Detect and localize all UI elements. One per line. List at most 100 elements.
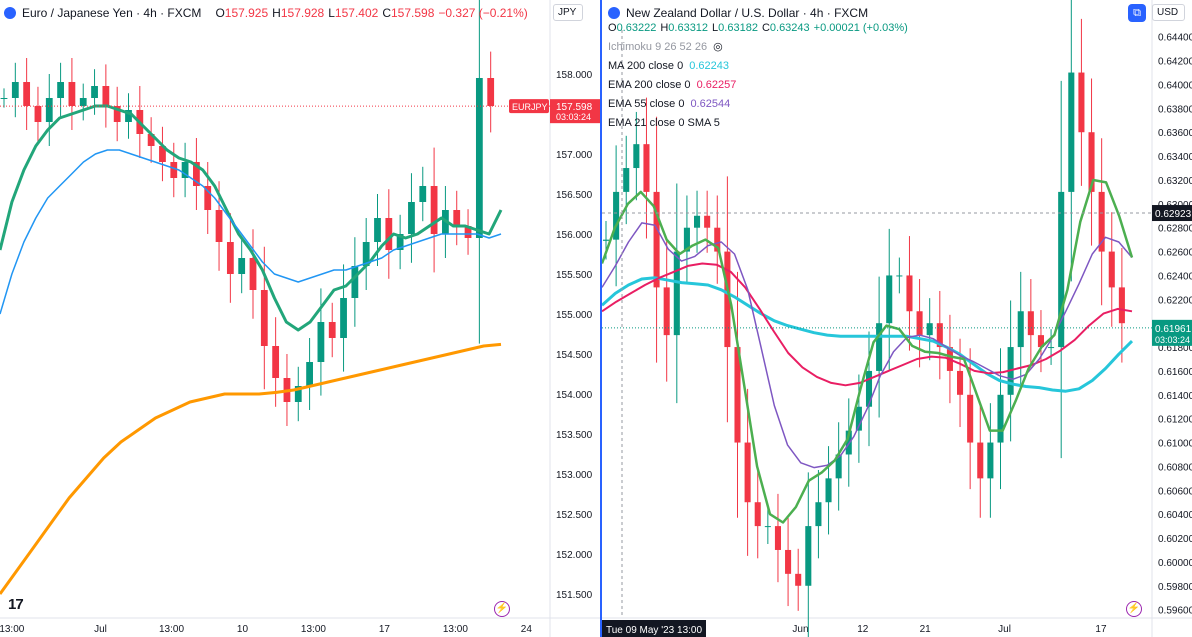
- candle-body: [967, 394, 974, 443]
- ohlc-label-l: L: [712, 22, 719, 34]
- candle-body: [1068, 72, 1075, 192]
- ohlc-label-o: O: [215, 6, 225, 20]
- eurjpy-title[interactable]: Euro / Japanese Yen · 4h · FXCM: [22, 6, 202, 20]
- nzdusd-currency-select[interactable]: USD: [1152, 4, 1186, 21]
- candle-body: [159, 146, 166, 162]
- candle-body: [396, 234, 404, 250]
- candle-body: [374, 218, 381, 242]
- indicator-ema21[interactable]: EMA 21 close 0 SMA 5: [608, 114, 736, 133]
- lightning-icon[interactable]: ⚡: [494, 601, 510, 617]
- nzdusd-currency-label: USD: [1157, 7, 1179, 18]
- x-tick-label: 10: [237, 624, 249, 635]
- indicator-ichimoku[interactable]: Ichimoku 9 26 52 26 ◎: [608, 38, 736, 57]
- ohlc-change: +0.00021 (+0.03%): [813, 22, 908, 34]
- price-tag: [1152, 319, 1192, 346]
- candle-body: [683, 227, 690, 252]
- candle-body: [663, 287, 670, 336]
- candle-body: [453, 210, 461, 226]
- candle-body: [754, 502, 761, 527]
- x-tick-label: 17: [1095, 624, 1107, 635]
- candle-body: [0, 98, 8, 99]
- candle-body: [977, 442, 984, 479]
- ohlc-high: 157.928: [280, 6, 325, 20]
- candle-body: [487, 78, 495, 106]
- series-line-1: [602, 262, 1133, 387]
- candle-body: [764, 526, 771, 528]
- candle-body: [79, 98, 87, 106]
- eye-off-icon[interactable]: ◎: [713, 41, 723, 53]
- candle-body: [997, 394, 1004, 443]
- y-tick-label: 0.60800: [1158, 462, 1192, 473]
- nzdusd-chart-pane[interactable]: 0.64400 0.64200 0.64000 0.63800 0.63600 0.634…: [602, 0, 1192, 637]
- candle-body: [1108, 251, 1115, 288]
- candle-body: [23, 82, 31, 106]
- candle-body: [215, 210, 223, 242]
- eurjpy-currency-select[interactable]: JPY: [553, 4, 584, 21]
- candle-body: [643, 144, 650, 192]
- x-tick-label: 13:00: [159, 624, 184, 635]
- nzdusd-flag-icon: [608, 7, 620, 19]
- candle-body: [805, 526, 812, 586]
- candle-body: [408, 202, 415, 234]
- y-tick-label: 0.61000: [1158, 439, 1192, 450]
- eurjpy-chart-svg[interactable]: 158.000157.500157.000156.500156.000155.5…: [0, 0, 600, 637]
- candle-body: [825, 478, 832, 503]
- price-tag-countdown: 03:03:24: [556, 112, 591, 122]
- y-tick-label: 152.000: [556, 550, 593, 561]
- indicator-ma200[interactable]: MA 200 close 0 0.62243: [608, 57, 736, 76]
- candle-body: [351, 266, 359, 298]
- ohlc-label-c: C: [761, 22, 770, 34]
- x-tick-label: Jul: [998, 624, 1011, 635]
- y-tick-label: 152.500: [556, 510, 593, 521]
- y-tick-label: 153.000: [556, 470, 593, 481]
- x-tick-label: 13:00: [301, 624, 326, 635]
- candle-body: [926, 323, 933, 336]
- pane-divider[interactable]: [600, 0, 602, 637]
- candle-body: [204, 186, 212, 210]
- candle-body: [362, 242, 370, 266]
- y-tick-label: 154.500: [556, 350, 593, 361]
- candle-body: [613, 191, 620, 240]
- indicator-ema55[interactable]: EMA 55 close 0 0.62544: [608, 95, 736, 114]
- lightning-icon[interactable]: ⚡: [1126, 601, 1142, 617]
- layout-toggle-icon[interactable]: ⧉: [1128, 4, 1146, 22]
- y-tick-label: 0.63600: [1158, 128, 1192, 139]
- candle-body: [795, 573, 802, 586]
- crosshair-time-label: Tue 09 May '23 13:00: [606, 625, 702, 636]
- candle-body: [147, 134, 155, 146]
- candle-body: [734, 347, 741, 443]
- x-tick-label: 13:00: [443, 624, 468, 635]
- y-tick-label: 153.500: [556, 430, 593, 441]
- candle-body: [11, 82, 19, 98]
- y-tick-label: 0.61800: [1158, 343, 1192, 354]
- x-tick-label: 21: [920, 624, 932, 635]
- candle-body: [704, 215, 711, 228]
- indicator-ema200[interactable]: EMA 200 close 0 0.62257: [608, 76, 736, 95]
- eurjpy-chart-pane[interactable]: 158.000157.500157.000156.500156.000155.5…: [0, 0, 600, 637]
- y-tick-label: 0.62400: [1158, 271, 1192, 282]
- nzdusd-title[interactable]: New Zealand Dollar / U.S. Dollar · 4h · …: [626, 6, 869, 20]
- y-tick-label: 156.500: [556, 190, 593, 201]
- candle-body: [385, 218, 393, 250]
- candle-body: [936, 323, 943, 348]
- nzdusd-header: New Zealand Dollar / U.S. Dollar · 4h · …: [608, 0, 878, 26]
- candle-body: [876, 323, 883, 371]
- candle-body: [317, 322, 325, 362]
- series-line-0: [0, 104, 503, 332]
- y-tick-label: 0.64400: [1158, 33, 1192, 44]
- price-tag: [550, 99, 600, 124]
- ohlc-label-h: H: [660, 22, 669, 34]
- indicator-label: MA 200 close 0: [608, 60, 684, 72]
- candle-body: [34, 106, 42, 122]
- ohlc-change: −0.327 (−0.21%): [438, 6, 528, 20]
- candle-body: [623, 168, 630, 192]
- nzdusd-ohlc: O 0.63222 H 0.63312 L 0.63182 C 0.63243 +0.0…: [608, 18, 908, 38]
- candle-body: [249, 258, 257, 290]
- y-tick-label: 0.62600: [1158, 248, 1192, 259]
- indicator-legend: Ichimoku 9 26 52 26 ◎ MA 200 close 0 0.622…: [608, 38, 736, 133]
- y-tick-label: 151.500: [556, 590, 593, 601]
- series-line-0: [602, 276, 1134, 393]
- candle-body: [916, 311, 923, 336]
- candle-body: [464, 226, 472, 238]
- nzdusd-chart-svg[interactable]: 0.64400 0.64200 0.64000 0.63800 0.63600 0.634…: [602, 0, 1192, 637]
